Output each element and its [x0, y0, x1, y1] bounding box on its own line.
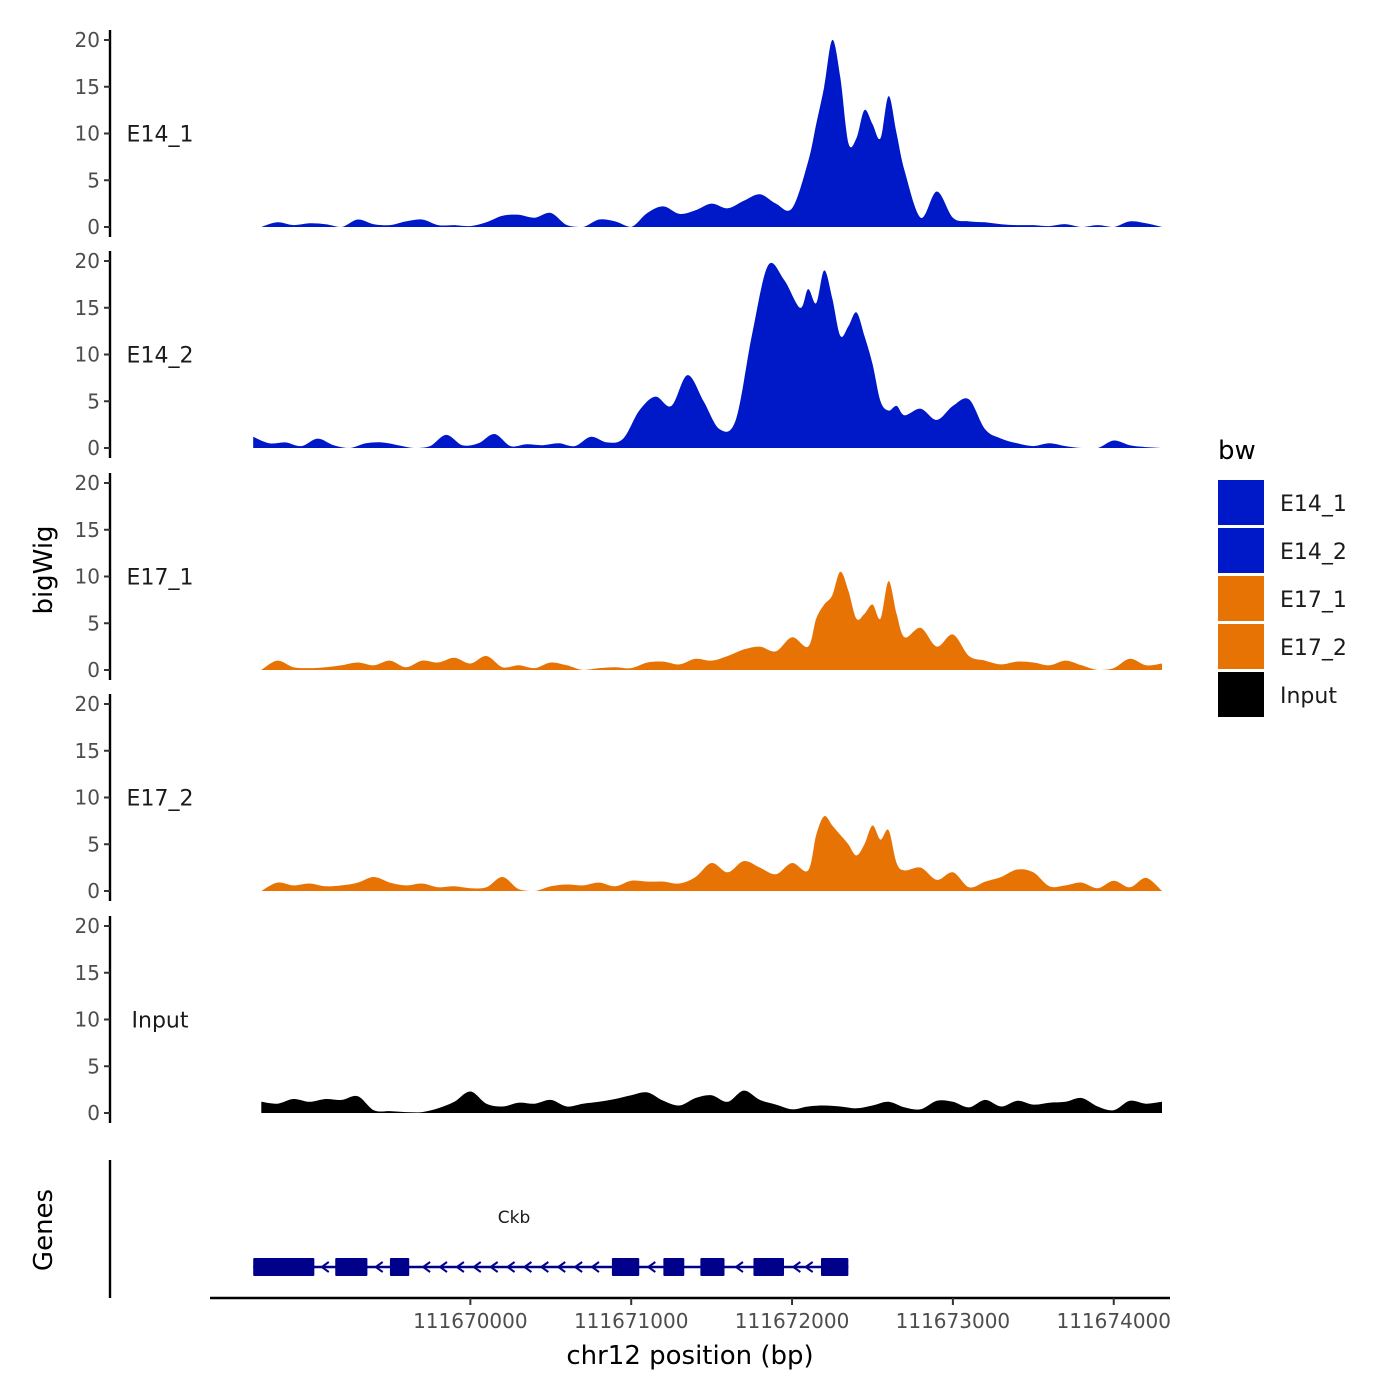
y-tick-label: 15 — [75, 296, 100, 320]
coverage-area-e14_1 — [261, 39, 1162, 227]
legend-swatch — [1218, 528, 1264, 574]
panel-input: 0 5 10 15 20 Input — [75, 914, 1162, 1125]
coverage-panels: 05101520E14_105101520E14_205101520E17_10… — [75, 28, 1162, 1125]
gene-exon — [663, 1258, 685, 1276]
panel-e14-1: 0 5 10 15 20 E14_1 — [75, 28, 1162, 239]
x-tick-label: 111674000 — [1056, 1309, 1171, 1333]
x-axis: 111670000 111671000 111672000 111673000 1116… — [210, 1296, 1171, 1333]
strand-arrow — [556, 1261, 566, 1273]
y-tick-label: 15 — [75, 961, 100, 985]
strand-arrow — [455, 1261, 465, 1273]
y-tick-label: 5 — [87, 389, 100, 413]
coverage-area-e17_1 — [261, 571, 1162, 670]
gene-exon — [821, 1258, 849, 1276]
y-tick-label: 10 — [75, 1008, 100, 1032]
legend-label: E17_1 — [1280, 588, 1347, 613]
legend-swatch — [1218, 480, 1264, 526]
panel-e17-1: 0 5 10 15 20 E17_1 — [75, 471, 1162, 682]
strand-arrow — [646, 1261, 656, 1273]
x-tick-label: 111673000 — [896, 1309, 1011, 1333]
track-label: E14_1 — [127, 123, 194, 148]
y-tick-label: 0 — [87, 215, 100, 239]
x-tick-label: 111670000 — [413, 1309, 528, 1333]
gene-exon — [700, 1258, 725, 1276]
track-label: E17_2 — [127, 787, 194, 812]
y-tick-label: 5 — [87, 832, 100, 856]
y-tick-label: 10 — [75, 565, 100, 589]
y-tick-label: 15 — [75, 518, 100, 542]
strand-arrow — [438, 1261, 448, 1273]
strand-arrow — [488, 1261, 499, 1273]
y-tick-label: 15 — [75, 75, 100, 99]
y-tick-label: 20 — [75, 249, 100, 273]
y-tick-label: 20 — [75, 692, 100, 716]
y-tick-label: 15 — [75, 739, 100, 763]
track-label: Input — [132, 1009, 189, 1034]
y-tick-label: 10 — [75, 122, 100, 146]
strand-arrow — [505, 1261, 516, 1273]
track-label: E14_2 — [127, 344, 194, 369]
y-tick-label: 0 — [87, 436, 100, 460]
strand-arrow — [320, 1261, 330, 1273]
gene-exon — [753, 1258, 785, 1276]
legend-swatch — [1218, 624, 1264, 670]
strand-arrow — [421, 1261, 431, 1273]
coverage-area-e17_2 — [261, 815, 1162, 891]
panel-e14-2: 0 5 10 15 20 E14_2 — [75, 249, 1162, 460]
strand-arrow — [373, 1261, 384, 1273]
x-axis-title: chr12 position (bp) — [566, 1341, 813, 1371]
coverage-area-e14_2 — [253, 262, 1162, 448]
y-tick-label: 0 — [87, 879, 100, 903]
strand-arrow — [590, 1261, 600, 1273]
coverage-area-input — [261, 1090, 1162, 1113]
gene-model: Ckb — [253, 1208, 849, 1276]
legend-title: bw — [1218, 436, 1256, 466]
genes-axis-title: Genes — [29, 1189, 59, 1271]
strand-arrow — [472, 1261, 482, 1273]
legend-swatch — [1218, 672, 1264, 718]
legend-swatch — [1218, 576, 1264, 622]
y-tick-label: 5 — [87, 168, 100, 192]
legend-label: Input — [1280, 684, 1337, 709]
gene-exon — [335, 1258, 368, 1276]
legend-label: E14_1 — [1280, 492, 1347, 517]
y-tick-label: 0 — [87, 658, 100, 682]
y-tick-label: 20 — [75, 471, 100, 495]
strand-arrow — [522, 1261, 533, 1273]
legend-label: E17_2 — [1280, 636, 1347, 661]
strand-arrow — [791, 1261, 801, 1273]
y-tick-label: 0 — [87, 1101, 100, 1125]
y-tick-label: 5 — [87, 1054, 100, 1078]
gene-label: Ckb — [498, 1208, 531, 1228]
strand-arrow — [734, 1261, 744, 1273]
panel-e17-2: 0 5 10 15 20 E17_2 — [75, 692, 1162, 903]
y-tick-label: 20 — [75, 914, 100, 938]
x-tick-label: 111672000 — [735, 1309, 850, 1333]
gene-exon — [389, 1258, 410, 1276]
y-tick-label: 20 — [75, 28, 100, 52]
legend: bw E14_1 E14_2 E17_1 E17_2 Input — [1218, 436, 1347, 719]
y-tick-label: 10 — [75, 786, 100, 810]
strand-arrow — [539, 1261, 549, 1273]
y-tick-label: 10 — [75, 343, 100, 367]
y-tick-label: 5 — [87, 611, 100, 635]
gene-exon — [253, 1258, 315, 1276]
gene-exon — [611, 1258, 640, 1276]
x-tick-label: 111671000 — [574, 1309, 689, 1333]
genes-track: Ckb — [108, 1160, 849, 1298]
track-label: E17_1 — [127, 566, 194, 591]
strand-arrow — [803, 1261, 814, 1273]
strand-arrow — [573, 1261, 583, 1273]
y-axis-title: bigWig — [29, 525, 59, 614]
legend-label: E14_2 — [1280, 540, 1347, 565]
